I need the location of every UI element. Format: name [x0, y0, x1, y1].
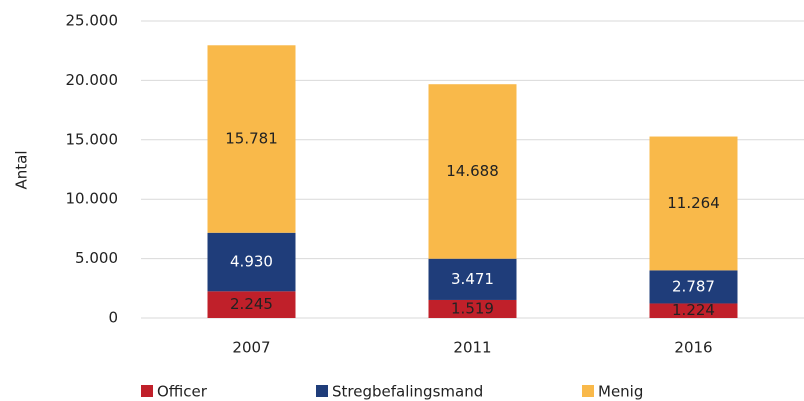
bar-segment [428, 258, 517, 300]
y-tick-label: 5.000 [75, 249, 118, 267]
bar-segment [207, 45, 296, 233]
x-tick-label: 2011 [453, 339, 491, 357]
legend-label: Officer [157, 383, 208, 401]
bar-segment [428, 84, 517, 259]
legend-swatch [316, 385, 328, 397]
value-label: 2.245 [230, 295, 273, 313]
value-label: 2.787 [672, 277, 715, 295]
legend-label: Menig [598, 383, 643, 401]
y-tick-label: 20.000 [66, 71, 119, 89]
value-label: 4.930 [230, 253, 273, 271]
bar-segment [428, 299, 517, 318]
legend-swatch [582, 385, 594, 397]
value-label: 11.264 [667, 194, 720, 212]
bar-segment [649, 136, 738, 271]
x-tick-label: 2007 [232, 339, 270, 357]
value-label: 1.224 [672, 301, 715, 319]
bar-segment [207, 291, 296, 318]
bar-segment [207, 232, 296, 292]
x-tick-label: 2016 [674, 339, 712, 357]
value-label: 15.781 [225, 130, 278, 148]
y-axis-label: Antal [13, 150, 31, 189]
legend-label: Stregbefalingsmand [332, 383, 483, 401]
bar-segment [649, 270, 738, 304]
y-tick-label: 25.000 [66, 12, 119, 30]
y-tick-label: 0 [108, 309, 118, 327]
value-label: 3.471 [451, 270, 494, 288]
value-label: 14.688 [446, 162, 499, 180]
y-tick-label: 10.000 [66, 190, 119, 208]
value-label: 1.519 [451, 299, 494, 317]
bar-segment [649, 303, 738, 318]
legend-swatch [141, 385, 153, 397]
y-tick-label: 15.000 [66, 130, 119, 148]
